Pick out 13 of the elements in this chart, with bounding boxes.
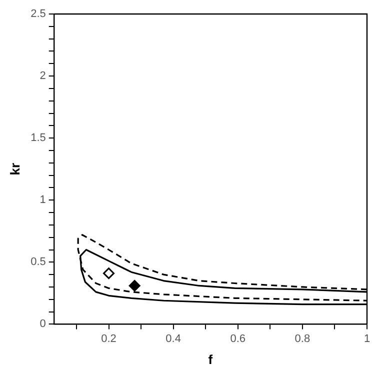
- x-tick-label: 0.6: [230, 332, 246, 345]
- y-tick-label: 0: [40, 318, 46, 330]
- y-tick-label: 0.5: [30, 256, 46, 268]
- x-tick-label: 1: [364, 332, 370, 345]
- x-tick-label: 0.4: [166, 332, 181, 345]
- y-tick-label: 1.5: [30, 132, 46, 144]
- y-tick-label: 1: [40, 194, 46, 206]
- x-tick-label: 0.8: [294, 332, 310, 345]
- y-tick-label: 2: [40, 70, 46, 82]
- x-axis-title: f: [208, 352, 214, 367]
- y-tick-label: 2.5: [30, 8, 46, 20]
- x-tick-label: 0.2: [101, 332, 116, 345]
- y-axis-title: kr: [7, 162, 22, 176]
